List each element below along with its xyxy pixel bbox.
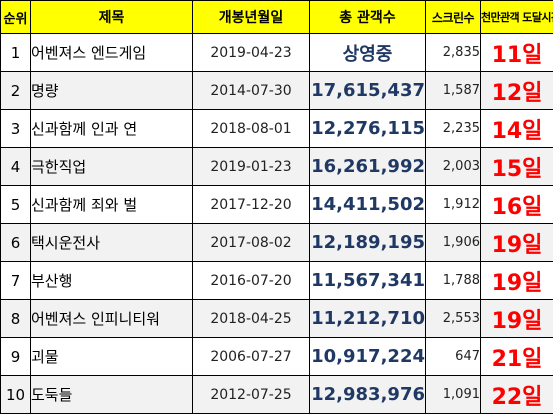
days-to-10m-cell: 19일 bbox=[481, 224, 553, 262]
header-screens: 스크린수 bbox=[426, 1, 481, 34]
total-audience-cell: 10,917,224 bbox=[310, 338, 426, 376]
screens-cell: 1,788 bbox=[426, 262, 481, 300]
days-to-10m-cell: 21일 bbox=[481, 338, 553, 376]
total-audience-cell: 11,567,341 bbox=[310, 262, 426, 300]
title-cell: 어벤져스 인피니티워 bbox=[31, 300, 193, 338]
title-cell: 신과함께 죄와 벌 bbox=[31, 186, 193, 224]
total-audience-cell: 11,212,710 bbox=[310, 300, 426, 338]
table-row: 10 도둑들 2012-07-25 12,983,976 1,091 22일 bbox=[1, 376, 553, 414]
screens-cell: 647 bbox=[426, 338, 481, 376]
table-row: 5 신과함께 죄와 벌 2017-12-20 14,411,502 1,912 … bbox=[1, 186, 553, 224]
title-cell: 신과함께 인과 연 bbox=[31, 110, 193, 148]
total-audience-cell: 12,189,195 bbox=[310, 224, 426, 262]
table-row: 3 신과함께 인과 연 2018-08-01 12,276,115 2,235 … bbox=[1, 110, 553, 148]
screens-cell: 2,835 bbox=[426, 34, 481, 72]
header-title: 제목 bbox=[31, 1, 193, 34]
days-to-10m-cell: 14일 bbox=[481, 110, 553, 148]
days-to-10m-cell: 15일 bbox=[481, 148, 553, 186]
screens-cell: 1,906 bbox=[426, 224, 481, 262]
rank-cell: 2 bbox=[1, 72, 31, 110]
rank-cell: 4 bbox=[1, 148, 31, 186]
table-row: 7 부산행 2016-07-20 11,567,341 1,788 19일 bbox=[1, 262, 553, 300]
table-row: 1 어벤져스 엔드게임 2019-04-23 상영중 2,835 11일 bbox=[1, 34, 553, 72]
days-to-10m-cell: 16일 bbox=[481, 186, 553, 224]
release-date-cell: 2016-07-20 bbox=[193, 262, 310, 300]
title-cell: 도둑들 bbox=[31, 376, 193, 414]
days-to-10m-cell: 22일 bbox=[481, 376, 553, 414]
table-row: 2 명량 2014-07-30 17,615,437 1,587 12일 bbox=[1, 72, 553, 110]
title-cell: 괴물 bbox=[31, 338, 193, 376]
table-row: 8 어벤져스 인피니티워 2018-04-25 11,212,710 2,553… bbox=[1, 300, 553, 338]
screens-cell: 1,587 bbox=[426, 72, 481, 110]
rank-cell: 8 bbox=[1, 300, 31, 338]
release-date-cell: 2006-07-27 bbox=[193, 338, 310, 376]
rank-cell: 3 bbox=[1, 110, 31, 148]
release-date-cell: 2017-08-02 bbox=[193, 224, 310, 262]
release-date-cell: 2018-04-25 bbox=[193, 300, 310, 338]
screens-cell: 2,003 bbox=[426, 148, 481, 186]
release-date-cell: 2012-07-25 bbox=[193, 376, 310, 414]
total-audience-cell: 상영중 bbox=[310, 34, 426, 72]
header-row: 순위 제목 개봉년월일 총 관객수 스크린수 천만관객 도달시간 bbox=[1, 1, 553, 34]
total-audience-cell: 14,411,502 bbox=[310, 186, 426, 224]
table-row: 6 택시운전사 2017-08-02 12,189,195 1,906 19일 bbox=[1, 224, 553, 262]
rank-cell: 1 bbox=[1, 34, 31, 72]
release-date-cell: 2014-07-30 bbox=[193, 72, 310, 110]
title-cell: 어벤져스 엔드게임 bbox=[31, 34, 193, 72]
header-total-audience: 총 관객수 bbox=[310, 1, 426, 34]
rank-cell: 7 bbox=[1, 262, 31, 300]
release-date-cell: 2019-01-23 bbox=[193, 148, 310, 186]
days-to-10m-cell: 19일 bbox=[481, 262, 553, 300]
rank-cell: 6 bbox=[1, 224, 31, 262]
screens-cell: 2,235 bbox=[426, 110, 481, 148]
title-cell: 부산행 bbox=[31, 262, 193, 300]
title-cell: 택시운전사 bbox=[31, 224, 193, 262]
table-row: 9 괴물 2006-07-27 10,917,224 647 21일 bbox=[1, 338, 553, 376]
title-cell: 명량 bbox=[31, 72, 193, 110]
total-audience-cell: 17,615,437 bbox=[310, 72, 426, 110]
total-audience-cell: 12,276,115 bbox=[310, 110, 426, 148]
screens-cell: 1,912 bbox=[426, 186, 481, 224]
header-rank: 순위 bbox=[1, 1, 31, 34]
rank-cell: 5 bbox=[1, 186, 31, 224]
days-to-10m-cell: 12일 bbox=[481, 72, 553, 110]
screens-cell: 2,553 bbox=[426, 300, 481, 338]
release-date-cell: 2018-08-01 bbox=[193, 110, 310, 148]
days-to-10m-cell: 11일 bbox=[481, 34, 553, 72]
header-release-date: 개봉년월일 bbox=[193, 1, 310, 34]
table-row: 4 극한직업 2019-01-23 16,261,992 2,003 15일 bbox=[1, 148, 553, 186]
rank-cell: 9 bbox=[1, 338, 31, 376]
total-audience-cell: 16,261,992 bbox=[310, 148, 426, 186]
title-cell: 극한직업 bbox=[31, 148, 193, 186]
release-date-cell: 2017-12-20 bbox=[193, 186, 310, 224]
header-days-to-10m: 천만관객 도달시간 bbox=[481, 1, 553, 34]
rank-cell: 10 bbox=[1, 376, 31, 414]
total-audience-cell: 12,983,976 bbox=[310, 376, 426, 414]
release-date-cell: 2019-04-23 bbox=[193, 34, 310, 72]
screens-cell: 1,091 bbox=[426, 376, 481, 414]
days-to-10m-cell: 19일 bbox=[481, 300, 553, 338]
